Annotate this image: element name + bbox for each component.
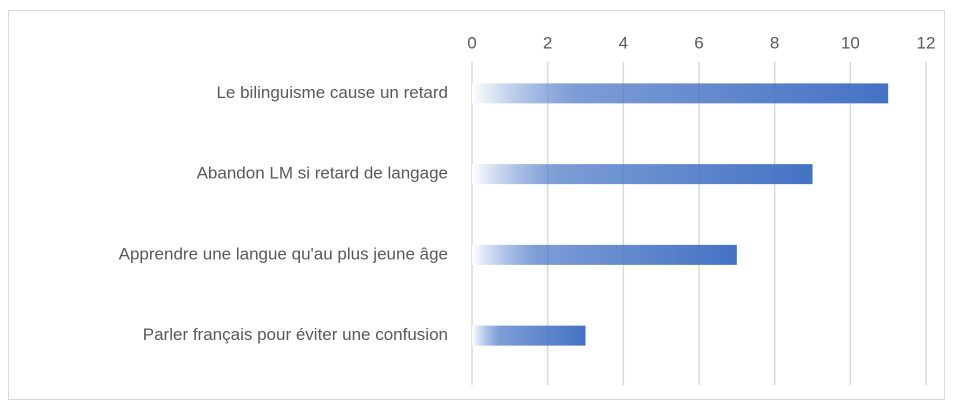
x-tick-label: 0 — [467, 33, 476, 52]
y-tick-label: Le bilinguisme cause un retard — [216, 83, 448, 102]
bar — [472, 83, 889, 104]
x-tick-label: 2 — [543, 33, 552, 52]
y-tick-label: Apprendre une langue qu'au plus jeune âg… — [119, 244, 448, 263]
x-tick-label: 12 — [917, 33, 936, 52]
bar — [472, 325, 586, 346]
x-tick-label: 10 — [841, 33, 860, 52]
y-tick-label: Abandon LM si retard de langage — [197, 164, 448, 183]
x-tick-label: 6 — [694, 33, 703, 52]
y-tick-label: Parler français pour éviter une confusio… — [143, 325, 448, 344]
bar — [472, 164, 813, 185]
x-tick-label: 4 — [619, 33, 628, 52]
bar — [472, 244, 737, 265]
x-tick-label: 8 — [770, 33, 779, 52]
